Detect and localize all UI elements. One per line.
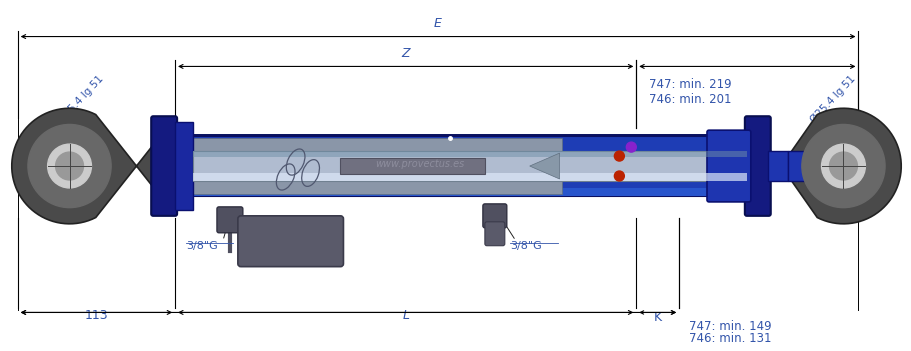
Text: L: L (402, 310, 409, 323)
Text: E: E (434, 16, 442, 29)
Circle shape (821, 144, 865, 188)
Circle shape (626, 142, 636, 152)
FancyBboxPatch shape (193, 151, 746, 157)
Text: 746: min. 201: 746: min. 201 (649, 93, 731, 106)
FancyBboxPatch shape (482, 204, 507, 228)
FancyBboxPatch shape (193, 173, 746, 181)
Text: Z: Z (401, 47, 410, 60)
FancyBboxPatch shape (787, 151, 807, 181)
Text: 3/8"G: 3/8"G (509, 241, 541, 251)
Circle shape (614, 171, 624, 181)
Text: 113: 113 (85, 310, 108, 323)
Polygon shape (12, 108, 156, 224)
Circle shape (614, 151, 624, 161)
FancyBboxPatch shape (156, 134, 753, 144)
FancyBboxPatch shape (706, 130, 750, 202)
Text: Ø25.4 lg 51: Ø25.4 lg 51 (808, 74, 856, 125)
FancyBboxPatch shape (193, 138, 561, 194)
Text: www.provectus.es: www.provectus.es (375, 159, 465, 169)
FancyBboxPatch shape (744, 116, 770, 216)
FancyBboxPatch shape (193, 151, 746, 181)
Text: Ø25.4 lg 51: Ø25.4 lg 51 (56, 74, 106, 125)
Text: 3/8"G: 3/8"G (186, 241, 218, 251)
FancyBboxPatch shape (340, 158, 485, 174)
Text: 747: min. 149: 747: min. 149 (689, 320, 771, 333)
Circle shape (56, 152, 84, 180)
Circle shape (28, 125, 111, 208)
FancyBboxPatch shape (238, 216, 343, 267)
FancyBboxPatch shape (156, 136, 753, 196)
Circle shape (829, 152, 856, 180)
Text: 746: min. 131: 746: min. 131 (689, 332, 771, 345)
Circle shape (47, 144, 91, 188)
FancyBboxPatch shape (217, 207, 242, 233)
FancyBboxPatch shape (156, 188, 753, 196)
Circle shape (801, 125, 884, 208)
FancyBboxPatch shape (485, 222, 505, 246)
Text: 747: min. 219: 747: min. 219 (649, 78, 731, 91)
Text: K: K (653, 311, 661, 324)
FancyBboxPatch shape (151, 116, 177, 216)
Polygon shape (763, 108, 900, 224)
FancyBboxPatch shape (767, 151, 787, 181)
FancyBboxPatch shape (175, 122, 193, 210)
Polygon shape (529, 153, 559, 179)
